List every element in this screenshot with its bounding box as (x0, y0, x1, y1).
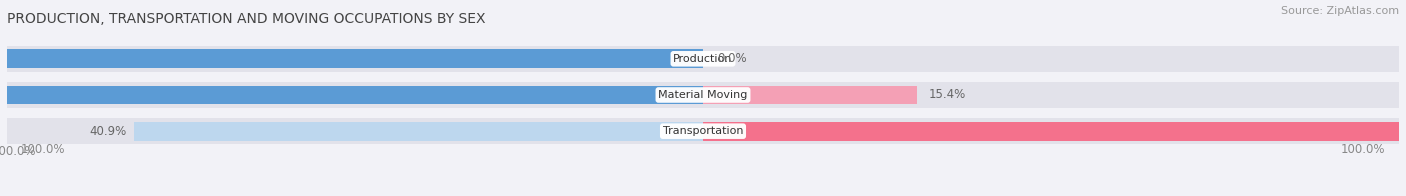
Text: 100.0%: 100.0% (0, 145, 37, 158)
Text: 100.0%: 100.0% (21, 143, 66, 156)
Text: 15.4%: 15.4% (928, 88, 966, 102)
Text: Source: ZipAtlas.com: Source: ZipAtlas.com (1281, 6, 1399, 16)
Text: Transportation: Transportation (662, 126, 744, 136)
Text: Material Moving: Material Moving (658, 90, 748, 100)
Text: PRODUCTION, TRANSPORTATION AND MOVING OCCUPATIONS BY SEX: PRODUCTION, TRANSPORTATION AND MOVING OC… (7, 12, 485, 26)
Bar (7, 118, 1399, 144)
Text: 40.9%: 40.9% (90, 125, 127, 138)
Text: 0.0%: 0.0% (717, 52, 747, 65)
Bar (7, 46, 1399, 72)
Bar (703, 86, 917, 104)
Bar (7, 82, 1399, 108)
Bar (0, 86, 703, 104)
Bar (703, 122, 1406, 141)
Bar (134, 122, 703, 141)
Text: Production: Production (673, 54, 733, 64)
Text: 100.0%: 100.0% (1340, 143, 1385, 156)
Bar (0, 49, 703, 68)
